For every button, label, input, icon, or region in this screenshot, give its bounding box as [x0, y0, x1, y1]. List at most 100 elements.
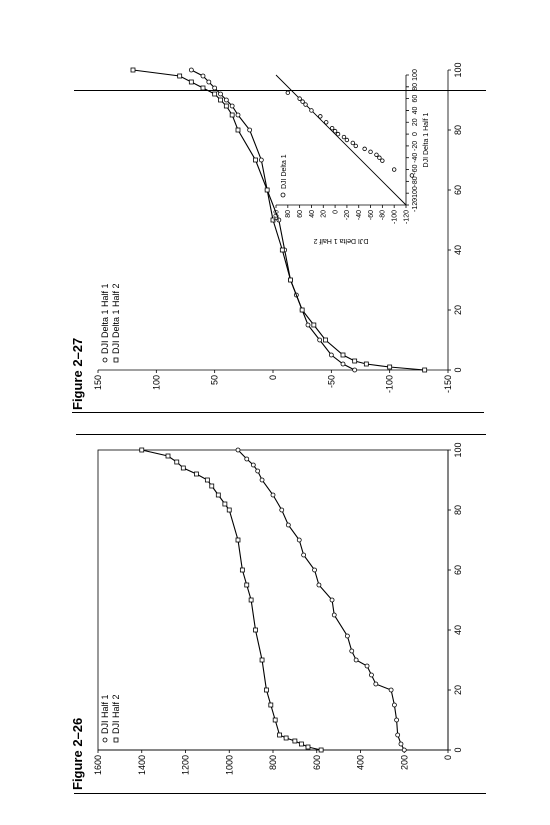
data-point	[317, 337, 323, 343]
data-point	[212, 91, 218, 97]
data-point	[329, 125, 335, 131]
data-point	[299, 741, 304, 747]
data-point	[188, 67, 194, 73]
data-point	[139, 447, 145, 453]
data-point	[165, 453, 171, 459]
data-point	[235, 112, 241, 118]
data-point	[297, 96, 302, 101]
data-point	[226, 507, 232, 513]
data-point	[270, 217, 276, 223]
data-point	[369, 672, 374, 678]
legend-label: DJI Half 1	[100, 694, 110, 734]
data-point	[292, 738, 298, 744]
data-point	[392, 702, 397, 708]
y-tick-label: 100	[151, 375, 161, 390]
series-line	[237, 449, 405, 751]
data-point	[279, 507, 285, 513]
data-point	[318, 747, 324, 753]
data-point	[394, 717, 399, 723]
x-tick-label: 100	[453, 62, 463, 77]
data-point	[285, 90, 291, 95]
data-point	[264, 687, 269, 693]
legend-label: DJI Delta 1 Half 2	[111, 283, 121, 354]
y-tick-label: 1600	[93, 755, 103, 775]
data-point	[352, 358, 358, 364]
data-point	[296, 537, 302, 543]
x-tick-label: 0	[412, 132, 419, 136]
y-tick-label: 0	[443, 755, 453, 760]
top-rule-right	[76, 434, 486, 435]
y-tick-label: 1400	[137, 755, 147, 775]
data-point	[374, 152, 379, 157]
y-tick-label: 800	[268, 755, 278, 770]
data-point	[229, 103, 235, 109]
y-tick-label: -40	[356, 210, 363, 220]
data-point	[244, 456, 250, 462]
series-2	[139, 447, 324, 753]
y-tick-label: -80	[380, 210, 387, 220]
series-1	[235, 447, 407, 753]
y-tick-label: 400	[356, 755, 366, 770]
data-point	[209, 483, 215, 489]
data-point	[323, 337, 328, 343]
data-point	[130, 67, 136, 73]
data-point	[268, 702, 274, 708]
data-point	[362, 146, 367, 152]
data-point	[300, 99, 305, 104]
reference-line	[275, 74, 407, 206]
legend-label: DJI Delta 1	[281, 154, 288, 189]
y-axis-label: DJI Delta 1 Half 2	[313, 237, 368, 244]
data-point	[248, 597, 254, 603]
data-point	[301, 552, 307, 558]
plot-area: 0204060801000200400600800100012001400160…	[93, 442, 463, 775]
figure-2-26: Figure 2–26 0 20 40 60 80 100 0 200 400 600 800 100…	[70, 440, 490, 790]
bottom-rule-left	[74, 793, 486, 794]
x-tick-label: -120	[412, 198, 419, 212]
data-point	[324, 120, 329, 125]
data-point	[353, 143, 358, 149]
y-tick-label: 0	[268, 375, 278, 380]
series-1	[285, 90, 415, 178]
y-tick-label: -100	[385, 375, 395, 393]
data-point	[253, 157, 258, 163]
data-point	[329, 597, 335, 603]
data-point	[222, 501, 228, 507]
x-tick-label: -20	[412, 141, 419, 151]
data-point	[239, 567, 245, 573]
data-point	[401, 747, 407, 753]
legend-marker	[113, 737, 119, 743]
x-tick-label: 100	[453, 442, 463, 457]
y-tick-label: -120	[403, 210, 410, 224]
data-point	[250, 462, 256, 468]
top-rule-left	[74, 90, 486, 91]
legend-label: DJI Half 2	[111, 694, 121, 734]
y-tick-label: 600	[312, 755, 322, 770]
x-tick-label: 80	[412, 83, 419, 91]
legend-label: DJI Delta 1 Half 1	[100, 283, 110, 354]
x-tick-label: 100	[412, 69, 419, 81]
data-point	[180, 465, 186, 471]
x-tick-label: 60	[453, 565, 463, 575]
x-tick-label: 80	[453, 505, 463, 515]
data-point	[223, 97, 229, 103]
y-tick-label: 150	[93, 375, 103, 390]
legend: DJI Delta 1	[280, 154, 288, 198]
x-tick-label: 0	[453, 747, 463, 752]
y-tick-label: -150	[443, 375, 453, 393]
y-tick-label: -50	[326, 375, 336, 388]
series-line	[132, 69, 425, 371]
x-tick-label: 60	[412, 95, 419, 103]
data-point	[335, 131, 341, 137]
y-tick-label: -100	[392, 210, 399, 224]
data-point	[303, 102, 308, 107]
data-point	[341, 134, 347, 140]
data-point	[349, 648, 355, 654]
data-point	[200, 85, 206, 91]
data-point	[244, 582, 250, 588]
data-point	[312, 567, 317, 573]
x-tick-label: 80	[453, 125, 463, 135]
data-point	[200, 73, 206, 79]
data-point	[344, 633, 350, 639]
x-tick-label: 60	[453, 185, 463, 195]
data-point	[283, 735, 289, 741]
